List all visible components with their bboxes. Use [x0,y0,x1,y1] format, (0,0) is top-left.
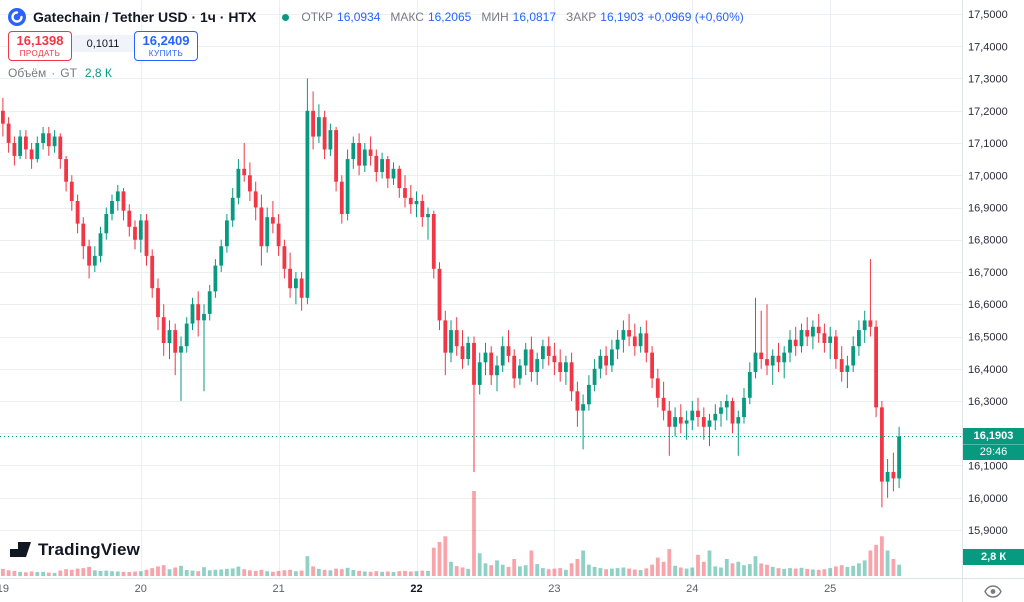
volume-indicator-row[interactable]: Объём · GT 2,8 К [8,66,112,80]
volume-label: Объём [8,66,47,80]
volume-separator: · [51,66,56,80]
sell-button[interactable]: 16,1398 ПРОДАТЬ [8,31,72,61]
volume-ticker: GT [60,66,77,80]
svg-text:25: 25 [824,583,836,595]
svg-text:16,7000: 16,7000 [968,267,1008,279]
svg-text:23: 23 [548,583,560,595]
svg-text:20: 20 [135,583,147,595]
eye-icon[interactable] [984,585,1002,598]
volume-axis-badge: 2,8 К [963,549,1024,565]
volume-bars [1,491,901,577]
grid-lines [0,0,962,578]
high-label: МАКС [390,10,424,24]
price-axis-labels[interactable]: 17,5000 17,4000 17,3000 17,2000 17,1000 17,00… [968,9,1008,537]
chart-legend: Gatechain / Tether USD · 1ч · HTX ОТКР 1… [8,6,744,28]
svg-text:19: 19 [0,583,9,595]
svg-text:22: 22 [410,583,422,595]
close-value: 16,1903 [600,10,644,24]
svg-text:17,0000: 17,0000 [968,170,1008,182]
sell-label: ПРОДАТЬ [19,48,61,58]
bar-countdown: 29:46 [963,444,1024,460]
tradingview-logo-icon [10,537,31,563]
buy-sell-panel: 16,1398 ПРОДАТЬ 0,1011 16,2409 КУПИТЬ [8,31,198,61]
svg-text:16,6000: 16,6000 [968,299,1008,311]
candles [1,78,901,508]
svg-text:17,2000: 17,2000 [968,106,1008,118]
svg-text:16,4000: 16,4000 [968,364,1008,376]
high-value: 16,2065 [427,10,472,24]
change-value: +0,0969 (+0,60%) [647,10,744,24]
volume-value: 2,8 К [84,66,112,80]
svg-text:16,1000: 16,1000 [968,461,1008,473]
symbol-title[interactable]: Gatechain / Tether USD · 1ч · HTX [33,9,257,25]
open-value: 16,0934 [337,10,381,24]
sell-price: 16,1398 [16,32,64,48]
open-label: ОТКР [301,10,334,24]
low-label: МИН [481,10,509,24]
svg-text:15,9000: 15,9000 [968,525,1008,537]
svg-text:24: 24 [686,583,698,595]
svg-text:16,3000: 16,3000 [968,396,1008,408]
buy-price: 16,2409 [142,32,190,48]
current-price-badge: 16,1903 29:46 [963,428,1024,460]
svg-text:16,0000: 16,0000 [968,493,1008,505]
svg-text:16,9000: 16,9000 [968,203,1008,215]
svg-text:17,1000: 17,1000 [968,138,1008,150]
tradingview-watermark[interactable]: TradingView [10,537,140,563]
symbol-logo-icon[interactable] [8,8,26,26]
current-price-value: 16,1903 [963,428,1024,444]
svg-text:17,4000: 17,4000 [968,41,1008,53]
buy-button[interactable]: 16,2409 КУПИТЬ [134,31,198,61]
tradingview-wordmark: TradingView [38,540,141,559]
close-label: ЗАКР [566,10,597,24]
time-axis-labels[interactable]: 19 20 21 22 23 24 25 [0,583,836,595]
svg-text:21: 21 [272,583,284,595]
low-value: 16,0817 [512,10,557,24]
svg-text:16,8000: 16,8000 [968,235,1008,247]
spread-value: 0,1011 [72,35,134,52]
svg-text:17,3000: 17,3000 [968,74,1008,86]
market-status-dot [282,13,290,21]
buy-label: КУПИТЬ [148,48,184,58]
svg-text:16,5000: 16,5000 [968,332,1008,344]
svg-text:17,5000: 17,5000 [968,9,1008,21]
